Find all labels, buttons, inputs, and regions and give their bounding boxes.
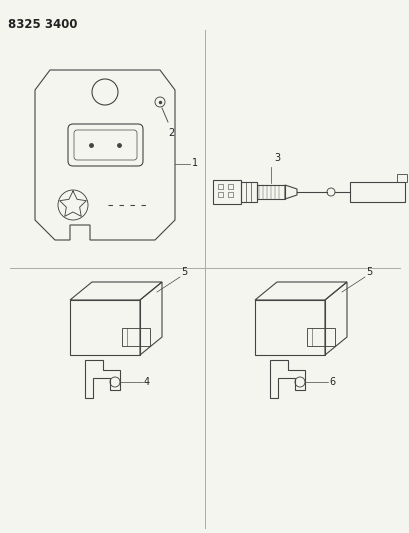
Bar bbox=[213, 180, 240, 204]
Bar bbox=[227, 184, 232, 189]
Bar bbox=[254, 300, 324, 355]
Bar bbox=[349, 182, 404, 202]
Text: 4: 4 bbox=[144, 377, 150, 387]
Text: 2: 2 bbox=[168, 128, 174, 138]
Bar bbox=[306, 327, 334, 345]
Text: 3: 3 bbox=[273, 153, 279, 163]
Text: 5: 5 bbox=[365, 267, 371, 277]
Bar bbox=[256, 185, 284, 199]
Text: 8325 3400: 8325 3400 bbox=[8, 18, 77, 31]
Bar bbox=[240, 182, 256, 202]
Text: 5: 5 bbox=[180, 267, 187, 277]
Bar bbox=[227, 192, 232, 197]
Text: 1: 1 bbox=[191, 158, 198, 168]
Bar bbox=[218, 192, 222, 197]
Bar bbox=[70, 300, 139, 355]
Text: 6: 6 bbox=[328, 377, 334, 387]
Bar bbox=[396, 174, 406, 182]
Bar bbox=[122, 327, 150, 345]
Bar bbox=[218, 184, 222, 189]
